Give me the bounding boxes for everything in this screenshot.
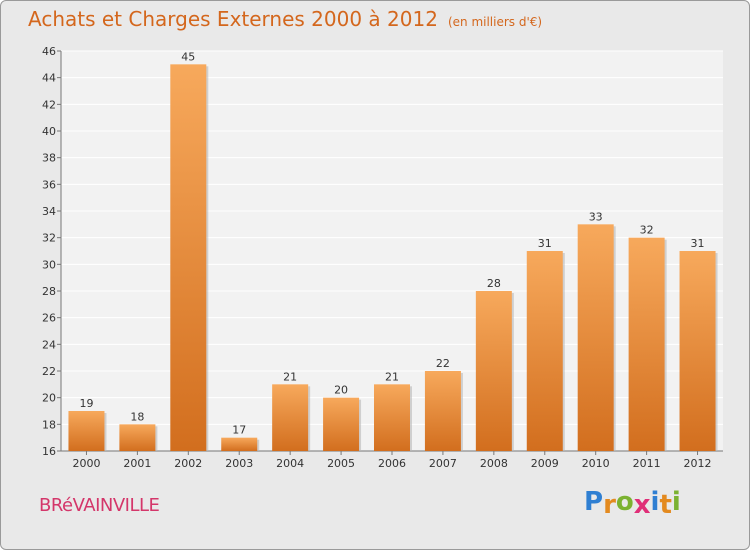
y-tick-label: 34: [42, 205, 56, 218]
y-tick-label: 30: [42, 258, 56, 271]
bar: [577, 224, 614, 451]
bar: [679, 251, 716, 451]
data-label: 21: [283, 370, 297, 383]
x-tick-label: 2002: [174, 457, 202, 470]
data-label: 20: [334, 384, 348, 397]
data-label: 32: [640, 224, 654, 237]
data-label: 19: [79, 397, 93, 410]
data-label: 31: [538, 237, 552, 250]
y-tick-label: 40: [42, 125, 56, 138]
chart-subtitle: (en milliers d'€): [447, 15, 543, 29]
data-label: 21: [385, 370, 399, 383]
y-tick-label: 46: [42, 45, 56, 58]
x-tick-label: 2001: [123, 457, 151, 470]
data-label: 31: [691, 237, 705, 250]
logo-letter: t: [659, 490, 672, 520]
data-label: 18: [130, 410, 144, 423]
data-label: 45: [181, 50, 195, 63]
x-tick-label: 2000: [72, 457, 100, 470]
logo-letter: o: [615, 487, 634, 517]
logo-letter: r: [603, 490, 616, 520]
x-tick-label: 2008: [480, 457, 508, 470]
proxiti-logo: Proxiti: [584, 487, 681, 520]
x-tick-label: 2010: [582, 457, 610, 470]
chart-title: Achats et Charges Externes 2000 à 2012 (e…: [28, 7, 542, 31]
y-tick-label: 22: [42, 365, 56, 378]
bar: [323, 397, 360, 451]
commune-name: BRéVAINVILLE: [39, 495, 160, 516]
y-tick-label: 20: [42, 392, 56, 405]
logo-letter: i: [650, 487, 660, 517]
y-tick-label: 44: [42, 72, 56, 85]
bar: [272, 384, 309, 451]
bar: [424, 371, 461, 451]
y-tick-label: 32: [42, 232, 56, 245]
y-tick-label: 24: [42, 338, 56, 351]
x-tick-label: 2009: [531, 457, 559, 470]
y-tick-label: 18: [42, 418, 56, 431]
logo-letter: P: [584, 487, 604, 517]
x-tick-label: 2003: [225, 457, 253, 470]
y-tick-label: 28: [42, 285, 56, 298]
x-tick-label: 2006: [378, 457, 406, 470]
y-tick-label: 38: [42, 152, 56, 165]
data-label: 22: [436, 357, 450, 370]
bar: [68, 411, 105, 451]
x-tick-label: 2007: [429, 457, 457, 470]
logo-letter: i: [671, 487, 681, 517]
bar: [119, 424, 156, 451]
chart-title-text: Achats et Charges Externes 2000 à 2012: [28, 7, 438, 31]
bar: [374, 384, 410, 451]
data-label: 17: [232, 424, 246, 437]
data-label: 28: [487, 277, 501, 290]
y-tick-label: 16: [42, 445, 56, 458]
bar: [221, 437, 258, 451]
x-tick-label: 2005: [327, 457, 355, 470]
x-tick-label: 2004: [276, 457, 304, 470]
logo-letter: x: [633, 490, 651, 520]
y-tick-label: 42: [42, 98, 56, 111]
y-tick-label: 26: [42, 312, 56, 325]
bar: [475, 291, 512, 451]
x-tick-label: 2012: [684, 457, 712, 470]
bar: [170, 64, 207, 452]
x-tick-label: 2011: [633, 457, 661, 470]
y-tick-label: 36: [42, 178, 56, 191]
bar: [526, 251, 563, 451]
bar: [628, 237, 665, 451]
data-label: 33: [589, 210, 603, 223]
